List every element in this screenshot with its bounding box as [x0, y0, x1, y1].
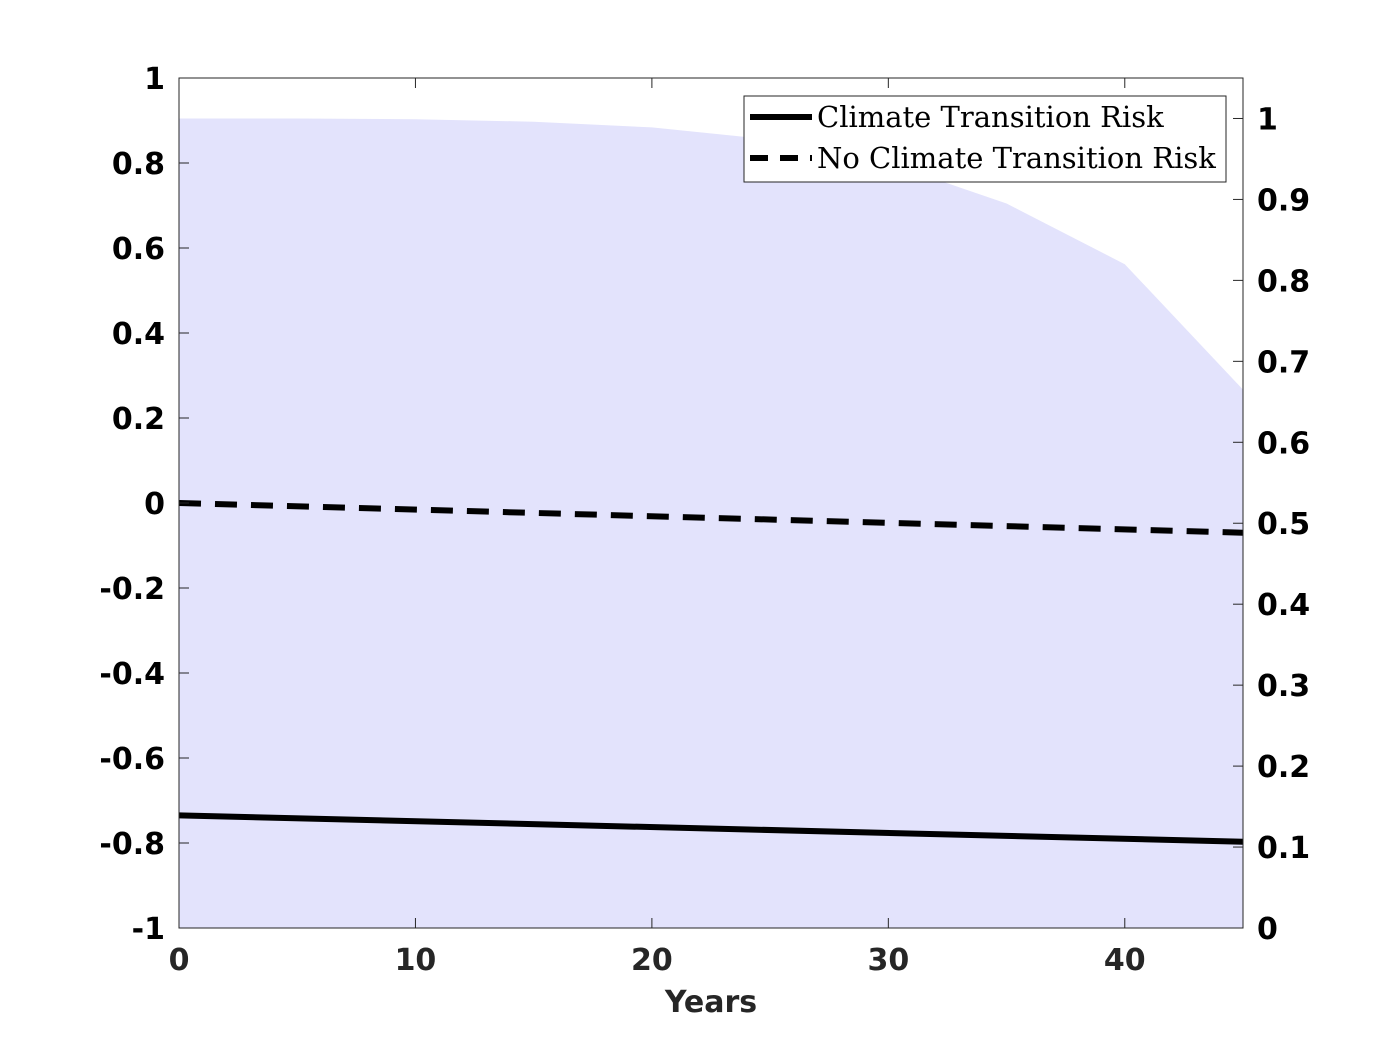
x-tick-label: 40 [1104, 943, 1146, 978]
y-right-tick-label: 0 [1257, 912, 1278, 947]
y-right-tick-label: 0.7 [1257, 345, 1310, 380]
x-tick-label: 10 [395, 943, 437, 978]
y-left-tick-label: -0.6 [99, 742, 165, 777]
legend-box [743, 95, 1227, 183]
y-left-tick-label: -0.4 [99, 657, 165, 692]
x-tick-label: 0 [169, 943, 190, 978]
series-line-climate-transition-risk [178, 812, 1244, 845]
legend-label: Climate Transition Risk [817, 100, 1164, 134]
y-left-tick-label: 1 [144, 62, 165, 97]
y-left-tick-label: -0.2 [99, 572, 165, 607]
y-left-tick-label: -1 [132, 912, 165, 947]
shaded-area [179, 118, 1243, 928]
legend-items: Climate Transition Risk No Climate Transi… [750, 100, 1216, 175]
y-right-tick-label: 1 [1257, 102, 1278, 137]
y-right-tick-label: 0.6 [1257, 426, 1310, 461]
y-left-tick-label: -0.8 [99, 827, 165, 862]
y-left-tick-label: 0.6 [112, 232, 165, 267]
legend-label: No Climate Transition Risk [817, 141, 1216, 175]
y-left-tick-label: 0.8 [112, 147, 165, 182]
y-right-tick-label: 0.3 [1257, 669, 1310, 704]
legend: Climate Transition Risk No Climate Transi… [743, 95, 1227, 183]
y-right-tick-label: 0.8 [1257, 264, 1310, 299]
x-tick-label: 20 [631, 943, 673, 978]
y-left-tick-label: 0.4 [112, 317, 165, 352]
y-right-tick-label: 0.1 [1257, 831, 1310, 866]
series-lines-layer [178, 500, 1244, 845]
y-right-tick-label: 0.9 [1257, 183, 1310, 218]
y-right-tick-label: 0.5 [1257, 507, 1310, 542]
ticks-layer: 0 10 20 30 40-1-0.8-0.6-0.4-0.200.20.40.60.8… [99, 62, 1310, 978]
x-tick-label: 30 [867, 943, 909, 978]
y-right-tick-label: 0.2 [1257, 750, 1310, 785]
y-left-tick-label: 0.2 [112, 402, 165, 437]
x-axis-title: Years [664, 985, 757, 1020]
y-right-tick-label: 0.4 [1257, 588, 1310, 623]
shaded-area-layer [179, 118, 1243, 928]
y-left-tick-label: 0 [144, 487, 165, 522]
